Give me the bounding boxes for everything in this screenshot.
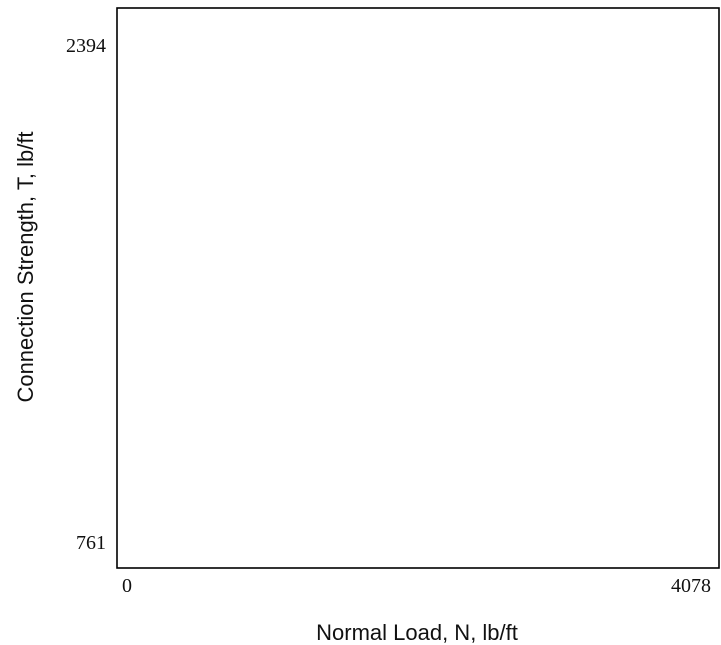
y-tick-label-max: 2394 [66,35,106,57]
y-tick-label-min: 761 [76,532,106,554]
y-axis-label: Connection Strength, T, lb/ft [13,131,38,402]
x-tick-label-min: 0 [122,575,132,597]
plot-area-frame [116,7,720,569]
x-axis-label: Normal Load, N, lb/ft [316,620,518,645]
x-tick-label-max: 4078 [671,575,711,597]
